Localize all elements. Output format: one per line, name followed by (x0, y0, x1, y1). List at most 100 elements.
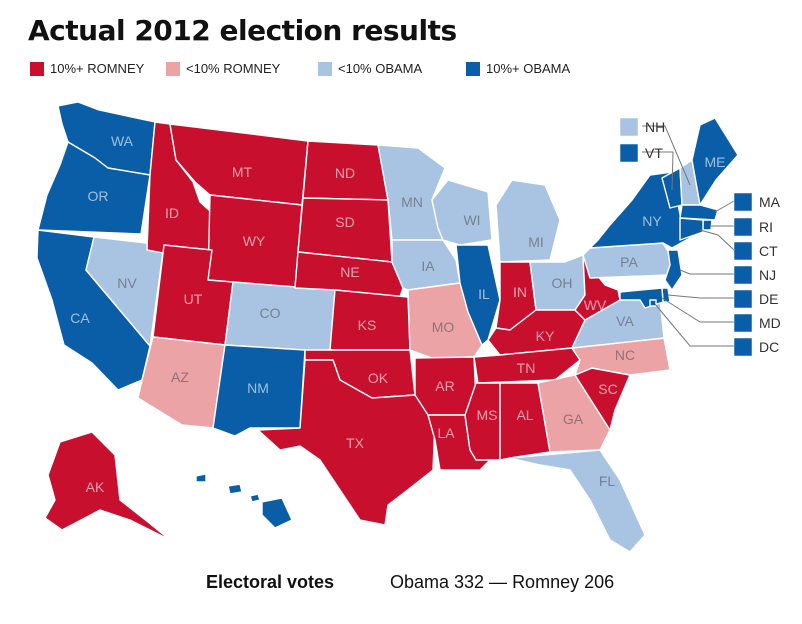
state-utah-label: UT (184, 291, 203, 307)
state-arkansas-label: AR (435, 378, 454, 394)
state-rhode-island-shape (702, 219, 713, 231)
state-minnesota-label: MN (401, 194, 423, 210)
electoral-votes-label: Electoral votes (206, 572, 335, 592)
state-vermont-callout: VT (619, 143, 674, 191)
state-south-carolina-label: SC (598, 381, 617, 397)
state-hawaii-label: HI (235, 503, 249, 519)
state-delaware-callout-label: DE (759, 291, 778, 307)
state-new-hampshire-callout-label: NH (645, 119, 665, 135)
state-pennsylvania-label: PA (620, 254, 638, 270)
state-new-hampshire-callout-swatch (619, 117, 639, 137)
state-tennessee-label: TN (517, 360, 536, 376)
state-california-label: CA (70, 310, 90, 326)
state-idaho-label: ID (165, 205, 179, 221)
district-of-columbia-callout: DC (654, 303, 779, 357)
state-delaware-callout-swatch (733, 289, 753, 309)
electoral-votes-totals: Obama 332 — Romney 206 (390, 572, 615, 592)
state-massachusetts-shape (679, 204, 719, 221)
state-massachusetts-leader-line (714, 200, 735, 213)
state-texas-label: TX (346, 435, 365, 451)
state-maryland-leader-line (661, 297, 734, 323)
state-montana-label: MT (232, 164, 253, 180)
state-massachusetts-callout-label: MA (759, 194, 781, 210)
legend-swatch-romney-under-10 (166, 62, 180, 76)
state-missouri-label: MO (432, 319, 455, 335)
state-michigan-label: MI (528, 234, 544, 250)
state-louisiana-label: LA (437, 425, 455, 441)
state-new-jersey-callout-swatch (733, 265, 753, 285)
state-oregon-label: OR (88, 188, 109, 204)
state-new-jersey-callout: NJ (679, 265, 776, 285)
state-ohio-label: OH (552, 275, 573, 291)
map-title: Actual 2012 election results (28, 14, 457, 47)
state-illinois-label: IL (478, 286, 490, 302)
state-new-jersey-shape (664, 249, 683, 291)
state-north-dakota-label: ND (335, 165, 355, 181)
state-illinois-shape (455, 244, 501, 346)
state-rhode-island-callout: RI (711, 217, 773, 237)
state-wisconsin-label: WI (463, 212, 480, 228)
district-of-columbia-shape (649, 299, 657, 307)
state-north-carolina-label: NC (615, 347, 635, 363)
state-nebraska-label: NE (340, 264, 359, 280)
state-south-dakota-label: SD (335, 214, 354, 230)
state-massachusetts-callout-swatch (733, 192, 753, 212)
state-washington-label: WA (111, 133, 134, 149)
small-state-callouts: NH VT MA RI CT NJ DE MD DC (619, 117, 781, 357)
state-new-york-label: NY (642, 213, 662, 229)
legend-label-romney-10-plus: 10%+ ROMNEY (50, 61, 145, 76)
state-arizona-label: AZ (171, 369, 189, 385)
legend-swatch-obama-under-10 (318, 62, 332, 76)
state-vermont-callout-label: VT (645, 145, 663, 161)
legend-label-romney-under-10: <10% ROMNEY (186, 61, 281, 76)
legend-label-obama-under-10: <10% OBAMA (338, 61, 423, 76)
state-delaware-callout: DE (667, 289, 778, 309)
state-colorado-label: CO (260, 305, 281, 321)
state-maryland-callout-swatch (733, 313, 753, 333)
state-florida-label: FL (599, 473, 616, 489)
state-alabama-label: AL (516, 407, 533, 423)
legend-swatch-romney-10-plus (30, 62, 44, 76)
legend-swatch-obama-10-plus (466, 62, 480, 76)
state-north-carolina-shape (571, 337, 671, 376)
state-maine-label: ME (705, 154, 726, 170)
state-wisconsin-shape (431, 179, 493, 246)
state-indiana-label: IN (513, 284, 527, 300)
state-new-hampshire-leader-line (642, 125, 691, 186)
state-new-hampshire-callout: NH (619, 117, 691, 186)
state-alabama-shape (499, 382, 551, 461)
state-oregon-shape (37, 141, 151, 235)
state-iowa-label: IA (421, 258, 435, 274)
state-wyoming-label: WY (243, 233, 266, 249)
states-layer (36, 101, 739, 553)
state-alaska-label: AK (86, 479, 105, 495)
state-kansas-label: KS (358, 317, 377, 333)
state-labels-layer: WA OR CA NV ID MT WY UT CO AZ NM ND SD NE KS OK TX MN IA MO… (70, 133, 725, 519)
state-virginia-label: VA (616, 313, 634, 329)
state-maryland-callout-label: MD (759, 315, 781, 331)
district-of-columbia-callout-swatch (733, 337, 753, 357)
state-south-dakota-shape (297, 197, 393, 263)
state-mississippi-label: MS (477, 407, 498, 423)
state-kentucky-label: KY (536, 328, 555, 344)
state-connecticut-callout-swatch (733, 241, 753, 261)
state-vermont-leader-line (642, 151, 674, 191)
state-massachusetts-callout: MA (714, 192, 781, 213)
state-oklahoma-label: OK (368, 370, 389, 386)
state-rhode-island-callout-swatch (733, 217, 753, 237)
state-vermont-callout-swatch (619, 143, 639, 163)
state-hawaii-shape (195, 473, 293, 529)
state-connecticut-shape (679, 217, 704, 241)
state-georgia-shape (537, 374, 611, 453)
district-of-columbia-leader-line (654, 303, 734, 347)
state-connecticut-leader-line (699, 229, 735, 251)
legend-label-obama-10-plus: 10%+ OBAMA (486, 61, 571, 76)
state-georgia-label: GA (563, 411, 584, 427)
state-west-virginia-label: WV (584, 297, 607, 313)
state-rhode-island-callout-label: RI (759, 219, 773, 235)
state-new-jersey-leader-line (679, 269, 734, 275)
state-alaska-shape (44, 431, 171, 541)
state-florida-shape (509, 449, 646, 553)
state-texas-shape (257, 359, 436, 526)
